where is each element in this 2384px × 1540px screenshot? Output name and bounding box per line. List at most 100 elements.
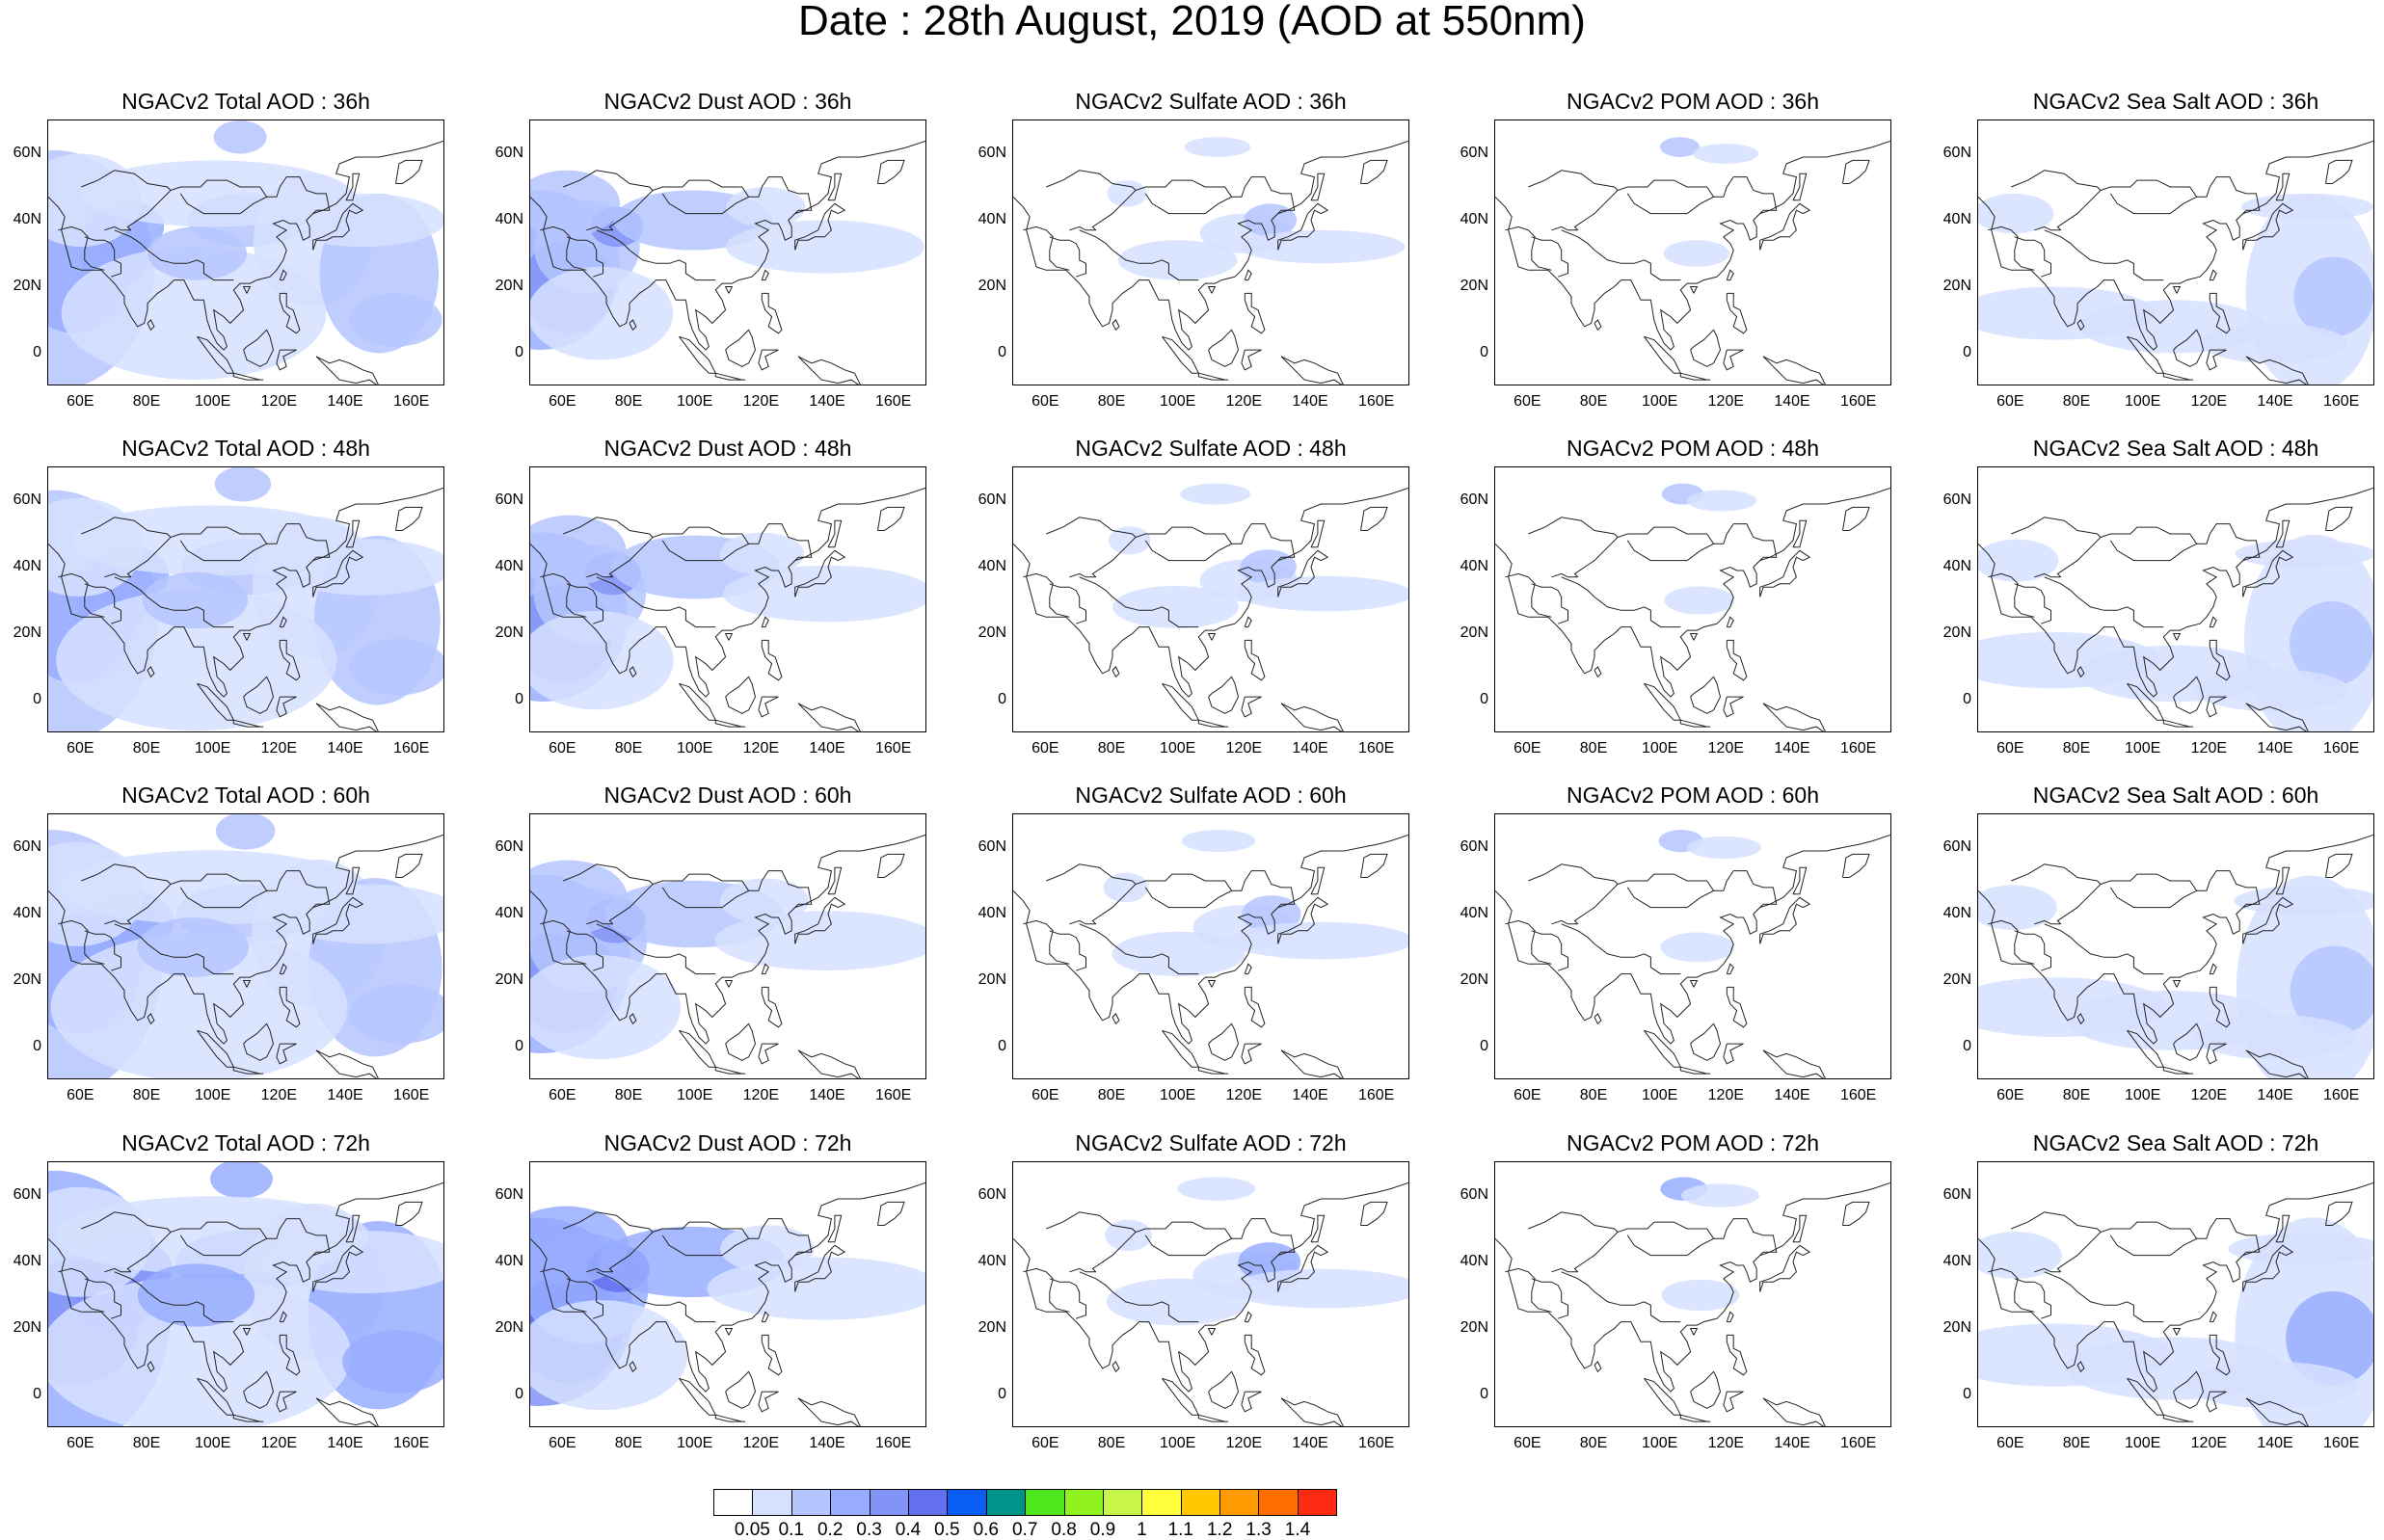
lon-tick-label: 80E [132,1087,161,1103]
coastline [1762,356,1826,385]
lon-tick-label: 140E [809,1087,845,1103]
panel-title: NGACv2 Sea Salt AOD : 48h [2032,436,2319,461]
lat-tick-label: 20N [13,970,41,988]
lon-tick-label: 60E [549,740,576,757]
coastline [1310,173,1326,201]
colorbar-label: 0.6 [973,1520,999,1540]
coastline [1759,549,1811,597]
aod-contour-patch [1664,586,1735,615]
coastline [530,140,925,351]
lon-tick-label: 160E [874,393,912,410]
coastline [1207,286,1217,294]
coastline [279,1311,287,1323]
map-panel-total [47,119,444,385]
coastline [1842,1201,1870,1226]
coastline [84,1278,121,1319]
coastline [608,526,750,578]
coastline [276,696,297,718]
lon-tick-label: 120E [1225,740,1263,757]
coastline [2162,372,2194,381]
coastline [725,329,757,367]
coastline [1528,1211,1619,1233]
coastline [2325,853,2353,878]
coastline [1208,1370,1240,1409]
map-panel-dust [529,1161,926,1427]
coastline [312,549,364,597]
coastline [2173,329,2205,367]
coastline [1208,676,1240,714]
lon-tick-label: 160E [2322,1435,2360,1451]
aod-map [1978,1182,2373,1426]
coastline [1244,616,1252,628]
lat-tick-label: 0 [998,690,1006,707]
coastline [566,236,603,278]
map-panel-total [47,1161,444,1427]
coastline [1551,226,1578,231]
coastline [761,639,783,681]
lat-tick-label: 20N [1460,1318,1488,1336]
coastline [1280,703,1344,731]
coastline [714,1066,746,1075]
coastline [1049,583,1086,624]
map-panel-dust [529,466,926,732]
coastline [761,986,783,1028]
colorbar-label: 0.2 [817,1520,844,1540]
coastline [2056,526,2198,578]
coastline [1069,226,1096,231]
aod-map [1013,830,1408,1078]
coastline [797,1049,861,1078]
coastline [566,930,603,971]
panel-title: NGACv2 Sea Salt AOD : 60h [2032,783,2319,808]
colorbar-swatch [830,1489,871,1516]
lon-tick-label: 80E [1579,740,1608,757]
coastline [714,372,746,381]
coastline [232,719,264,728]
lon-tick-label: 100E [2124,1087,2161,1103]
aod-map [1978,834,2373,1078]
lon-tick-label: 140E [1774,393,1810,410]
lat-tick-label: 0 [515,1037,523,1054]
aod-map [1978,487,2373,731]
coastline [1792,519,1808,548]
coastline [596,576,716,628]
map-panel-dust [529,813,926,1079]
map-panel-pom [1494,1161,1891,1427]
aod-contour-patch [61,247,327,381]
coastline [345,173,361,201]
lon-tick-label: 140E [2257,393,2293,410]
coastline [596,923,716,975]
lon-tick-label: 80E [1097,393,1126,410]
lon-tick-label: 160E [392,1435,430,1451]
coastline [315,1397,379,1426]
coastline [2011,863,2102,885]
lat-tick-label: 60N [978,144,1006,161]
coastline [2044,1271,2164,1323]
coastline [563,863,654,885]
aod-contour-patch [1978,1232,2063,1280]
colorbar-label: 0.3 [856,1520,882,1540]
coastline [1112,1361,1120,1373]
aod-contour-patch [1660,932,1735,963]
aod-contour-patch [1228,921,1408,960]
lat-tick-label: 0 [33,1385,41,1402]
coastline [725,676,757,714]
lat-tick-label: 60N [978,837,1006,855]
coastline [1573,873,1715,925]
coastline [2172,286,2182,294]
coastline [1726,269,1734,281]
lon-tick-label: 140E [2257,740,2293,757]
colorbar-label: 1.2 [1206,1520,1233,1540]
coastline [748,176,813,214]
lon-tick-label: 60E [1513,1435,1541,1451]
coastline [1046,863,1137,885]
lon-tick-label: 140E [327,1435,363,1451]
coastline [1792,1214,1808,1243]
map-panel-pom [1494,466,1891,732]
coastline [2325,506,2353,531]
lon-tick-label: 80E [614,393,643,410]
coastline [761,292,783,334]
lat-tick-label: 40N [13,904,41,921]
lon-tick-label: 140E [1774,1087,1810,1103]
lon-tick-label: 140E [2257,1087,2293,1103]
colorbar-label: 0.7 [1011,1520,1038,1540]
